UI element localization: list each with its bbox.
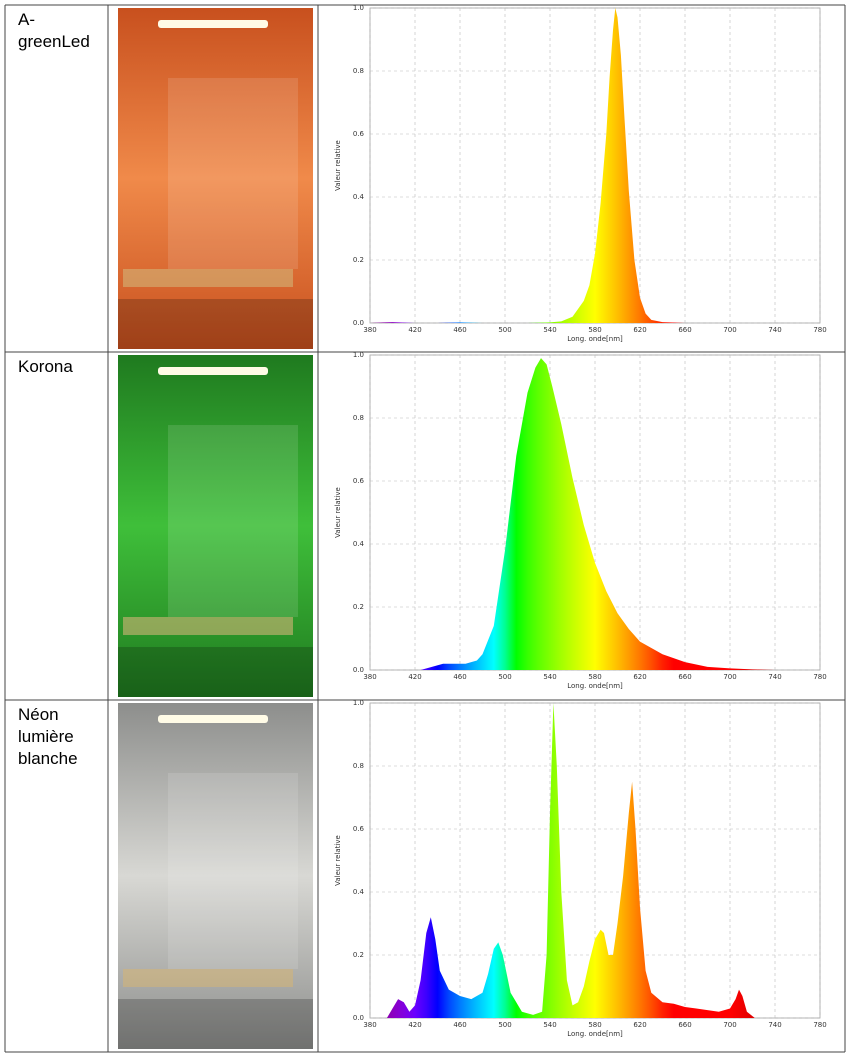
y-tick-label: 0.6 xyxy=(353,477,365,485)
row-label: Néon lumière blanche xyxy=(18,705,78,768)
row-label: Korona xyxy=(18,357,73,376)
spectrum-area xyxy=(386,703,755,1018)
x-tick-label: 460 xyxy=(453,326,466,334)
x-tick-label: 540 xyxy=(543,326,556,334)
x-tick-label: 740 xyxy=(768,326,781,334)
x-tick-label: 380 xyxy=(363,1021,376,1029)
x-axis-label: Long. onde[nm] xyxy=(567,1030,623,1038)
x-tick-label: 540 xyxy=(543,673,556,681)
x-tick-label: 700 xyxy=(723,1021,736,1029)
y-tick-label: 0.4 xyxy=(353,888,365,896)
y-tick-label: 1.0 xyxy=(353,699,364,707)
x-tick-label: 420 xyxy=(408,1021,421,1029)
y-tick-label: 0.8 xyxy=(353,414,364,422)
photo-shelf xyxy=(123,269,293,287)
y-tick-label: 0.2 xyxy=(353,603,364,611)
y-axis-label: Valeur relative xyxy=(334,835,342,886)
x-tick-label: 460 xyxy=(453,673,466,681)
x-tick-label: 380 xyxy=(363,326,376,334)
photo-back-wall xyxy=(168,78,298,269)
x-axis-label: Long. onde[nm] xyxy=(567,682,623,690)
x-tick-label: 500 xyxy=(498,1021,511,1029)
x-tick-label: 580 xyxy=(588,1021,601,1029)
x-tick-label: 620 xyxy=(633,673,646,681)
y-tick-label: 0.4 xyxy=(353,540,365,548)
y-tick-label: 0.2 xyxy=(353,256,364,264)
x-tick-label: 660 xyxy=(678,1021,691,1029)
y-tick-label: 1.0 xyxy=(353,351,364,359)
photo-shelf xyxy=(123,617,293,635)
y-tick-label: 0.4 xyxy=(353,193,365,201)
x-tick-label: 700 xyxy=(723,326,736,334)
photo xyxy=(118,703,313,1049)
y-tick-label: 0.2 xyxy=(353,951,364,959)
y-tick-label: 0.6 xyxy=(353,130,365,138)
x-tick-label: 500 xyxy=(498,326,511,334)
y-axis-label: Valeur relative xyxy=(334,487,342,538)
x-tick-label: 620 xyxy=(633,1021,646,1029)
y-tick-label: 0.8 xyxy=(353,762,364,770)
x-tick-label: 420 xyxy=(408,326,421,334)
x-tick-label: 460 xyxy=(453,1021,466,1029)
x-tick-label: 580 xyxy=(588,326,601,334)
spectrum-area xyxy=(370,8,820,323)
y-axis-label: Valeur relative xyxy=(334,140,342,191)
x-tick-label: 580 xyxy=(588,673,601,681)
photo-floor xyxy=(118,299,313,349)
x-tick-label: 740 xyxy=(768,673,781,681)
photo-back-wall xyxy=(168,425,298,617)
x-tick-label: 660 xyxy=(678,326,691,334)
x-tick-label: 500 xyxy=(498,673,511,681)
x-tick-label: 620 xyxy=(633,326,646,334)
spectrum-area xyxy=(420,358,775,670)
x-axis-label: Long. onde[nm] xyxy=(567,335,623,343)
photo-lamp xyxy=(158,367,268,375)
x-tick-label: 780 xyxy=(813,326,826,334)
y-tick-label: 0.0 xyxy=(353,1014,364,1022)
photo xyxy=(118,8,313,349)
x-tick-label: 780 xyxy=(813,1021,826,1029)
y-tick-label: 1.0 xyxy=(353,4,364,12)
photo-shelf xyxy=(123,969,293,987)
photo-lamp xyxy=(158,20,268,28)
y-tick-label: 0.8 xyxy=(353,67,364,75)
photo-floor xyxy=(118,999,313,1049)
x-tick-label: 380 xyxy=(363,673,376,681)
photo-back-wall xyxy=(168,773,298,969)
row-label: A-greenLed xyxy=(18,10,90,51)
photo-lamp xyxy=(158,715,268,723)
x-tick-label: 540 xyxy=(543,1021,556,1029)
y-tick-label: 0.6 xyxy=(353,825,365,833)
y-tick-label: 0.0 xyxy=(353,319,364,327)
x-tick-label: 700 xyxy=(723,673,736,681)
x-tick-label: 780 xyxy=(813,673,826,681)
x-tick-label: 740 xyxy=(768,1021,781,1029)
photo-floor xyxy=(118,647,313,697)
x-tick-label: 420 xyxy=(408,673,421,681)
photo xyxy=(118,355,313,697)
x-tick-label: 660 xyxy=(678,673,691,681)
y-tick-label: 0.0 xyxy=(353,666,364,674)
